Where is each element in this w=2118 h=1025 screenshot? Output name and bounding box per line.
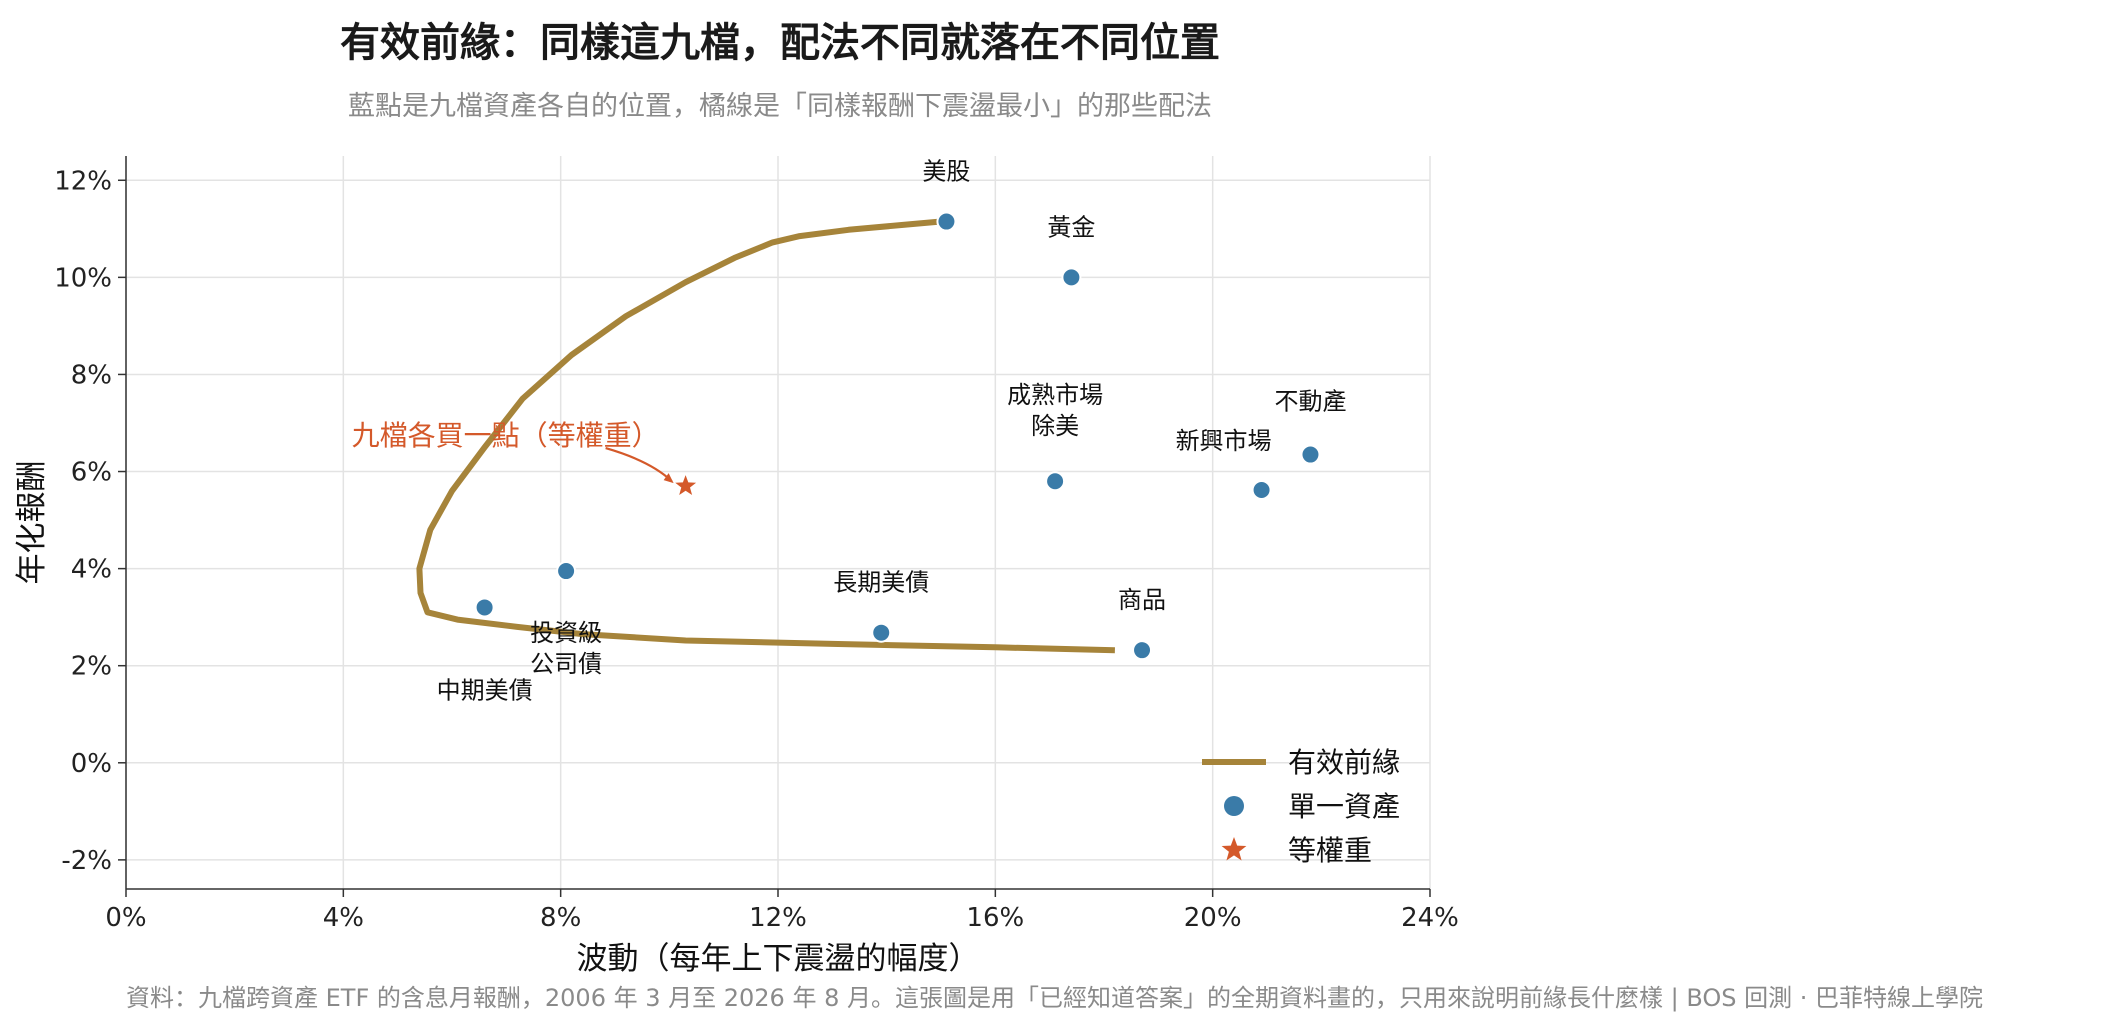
- asset-label: 不動產: [1274, 388, 1346, 416]
- asset-label: 投資級公司債: [530, 619, 602, 678]
- asset-label: 黃金: [1047, 213, 1095, 241]
- asset-label: 中期美債: [437, 676, 533, 704]
- legend-star-swatch: [1221, 837, 1247, 861]
- x-tick-label: 4%: [323, 903, 364, 933]
- source-note: 資料：九檔跨資產 ETF 的含息月報酬，2006 年 3 月至 2026 年 8…: [126, 984, 1984, 1012]
- asset-point: [556, 561, 577, 582]
- x-tick-label: 20%: [1184, 903, 1242, 933]
- legend-label: 等權重: [1288, 834, 1372, 867]
- asset-label: 美股: [922, 158, 970, 186]
- asset-point: [1300, 444, 1321, 465]
- y-tick-label: 2%: [71, 652, 112, 682]
- y-tick-label: 12%: [54, 166, 112, 196]
- y-tick-label: -2%: [61, 846, 112, 876]
- x-axis-title: 波動（每年上下震盪的幅度）: [577, 941, 980, 975]
- asset-label: 商品: [1118, 586, 1166, 614]
- y-tick-label: 4%: [71, 555, 112, 585]
- asset-label: 新興市場: [1176, 427, 1272, 455]
- asset-point: [871, 622, 892, 643]
- chart-title: 有效前緣：同樣這九檔，配法不同就落在不同位置: [340, 20, 1220, 66]
- asset-label: 成熟市場除美: [1007, 381, 1103, 440]
- x-tick-label: 0%: [105, 903, 146, 933]
- y-tick-label: 8%: [71, 360, 112, 390]
- asset-point: [474, 597, 495, 618]
- asset-point: [1061, 267, 1082, 288]
- legend-label: 有效前緣: [1288, 746, 1400, 779]
- x-tick-label: 16%: [966, 903, 1024, 933]
- asset-point: [936, 211, 957, 232]
- asset-point: [1251, 479, 1272, 500]
- equal-weight-arrow: [605, 447, 673, 482]
- asset-point: [1132, 640, 1153, 661]
- y-axis-title: 年化報酬: [14, 461, 50, 585]
- asset-point: [1045, 471, 1066, 492]
- y-tick-label: 6%: [71, 458, 112, 488]
- equal-weight-label: 九檔各買一點（等權重）: [352, 419, 660, 452]
- y-tick-label: 0%: [71, 749, 112, 779]
- x-tick-label: 8%: [540, 903, 581, 933]
- legend-asset-swatch: [1224, 796, 1244, 816]
- y-tick-label: 10%: [54, 263, 112, 293]
- x-tick-label: 12%: [749, 903, 807, 933]
- efficient-frontier-line: [416, 218, 1115, 654]
- chart-subtitle: 藍點是九檔資產各自的位置，橘線是「同樣報酬下震盪最小」的那些配法: [348, 91, 1212, 122]
- frontier-chart: 0% 4% 8% 12% 16% 20% 24% -2% 0% 2% 4% 6% 8% 10% 12% 波動（…: [14, 156, 1459, 975]
- legend-label: 單一資產: [1288, 790, 1400, 823]
- equal-weight-star: [675, 475, 697, 495]
- equal-weight-arrowhead: [663, 473, 674, 484]
- asset-label: 長期美債: [833, 569, 929, 597]
- x-tick-label: 24%: [1401, 903, 1459, 933]
